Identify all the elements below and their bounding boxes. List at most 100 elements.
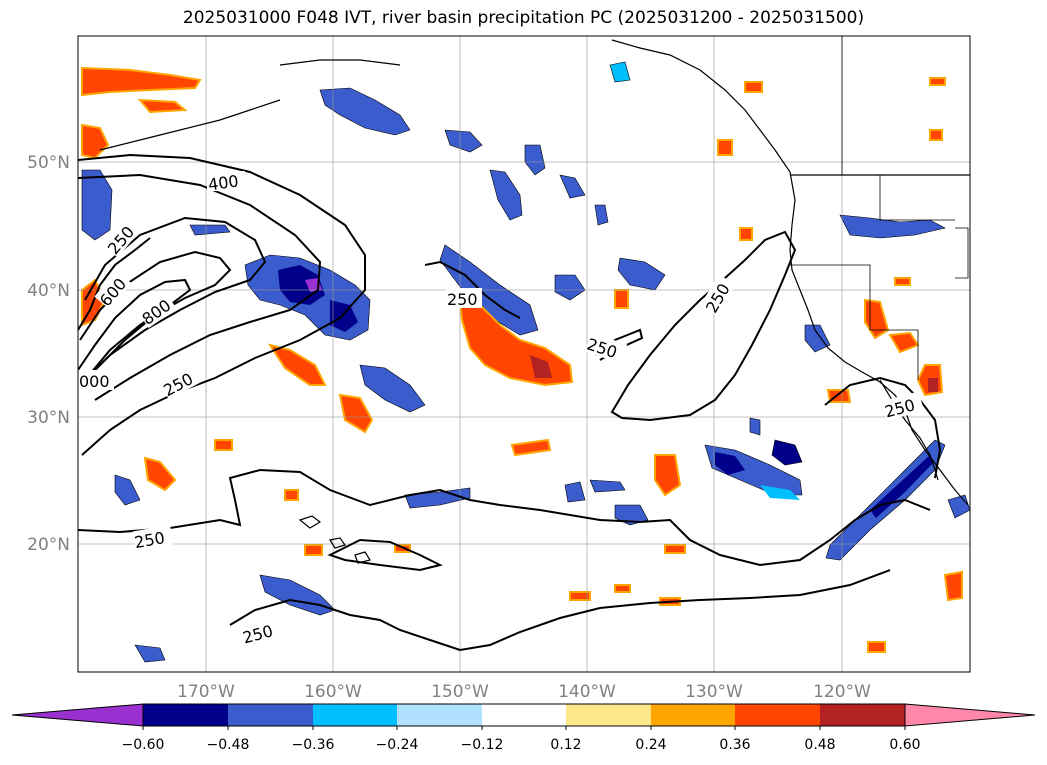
neg-blob xyxy=(259,574,336,616)
colorbar-tick-label: 0.48 xyxy=(804,737,835,753)
lon-label: 120°W xyxy=(813,682,871,702)
contour-label-250: 250 xyxy=(585,335,620,363)
map-frame xyxy=(77,35,971,673)
contour-label-250: 250 xyxy=(883,395,917,421)
contour-label-400: 400 xyxy=(207,171,240,194)
pos-blob xyxy=(569,591,591,601)
neg-blob xyxy=(134,644,166,663)
longitude-labels: 170°W 160°W 150°W 140°W 130°W 120°W xyxy=(177,682,871,702)
hawaii-islands xyxy=(298,515,371,564)
us-inner-border xyxy=(879,175,955,221)
colorbar-bin xyxy=(143,704,228,726)
colorbar-tick-label: 0.60 xyxy=(889,737,920,753)
colorbar-bin xyxy=(397,704,482,726)
pos-blob xyxy=(510,438,552,457)
colorbar-tick-label: −0.36 xyxy=(292,737,335,753)
colorbar-tick-label: −0.60 xyxy=(122,737,165,753)
pos-blob xyxy=(943,570,963,602)
lon-label: 130°W xyxy=(685,682,743,702)
precip-positive-blobs xyxy=(81,66,963,653)
pos-blob xyxy=(81,123,110,160)
neg-blob xyxy=(564,481,586,503)
colorbar-bin xyxy=(566,704,651,726)
lon-label: 170°W xyxy=(177,682,235,702)
neg-blob xyxy=(804,324,831,353)
colorbar-bin xyxy=(651,704,735,726)
na-west-coast xyxy=(611,39,969,506)
graticule xyxy=(78,36,970,672)
colorbar-tick-label: −0.48 xyxy=(207,737,250,753)
pos-blob xyxy=(143,456,177,492)
neg-blob xyxy=(444,129,483,153)
colorbar-tick-label: 0.36 xyxy=(719,737,750,753)
ivt-contour-1000 xyxy=(78,278,192,381)
neg-blob xyxy=(947,494,970,519)
pos-blob xyxy=(894,277,911,286)
neg-blob xyxy=(559,174,586,199)
latitude-labels: 50°N 40°N 30°N 20°N xyxy=(27,153,70,555)
pos-blob xyxy=(867,641,886,653)
contour-label-1000: 000 xyxy=(79,372,110,391)
ivt-contour-250-c xyxy=(424,260,521,319)
colorbar-tick-label: 0.12 xyxy=(550,737,581,753)
figure-title: 2025031000 F048 IVT, river basin precipi… xyxy=(182,8,865,28)
pos-blob xyxy=(81,66,202,97)
pos-blob xyxy=(338,393,374,434)
pos-blob xyxy=(664,544,686,554)
colorbar-bin xyxy=(228,704,313,726)
pos-blob xyxy=(929,77,946,86)
neg-blob xyxy=(114,474,141,506)
ivt-contour-250-f xyxy=(824,376,942,479)
alaska-coast xyxy=(279,59,401,66)
colorbar-bin xyxy=(482,704,566,726)
colorbar-tick-label: −0.12 xyxy=(461,737,504,753)
pos-blob xyxy=(654,454,682,497)
contour-label-250: 250 xyxy=(133,528,166,552)
neg-blob xyxy=(524,144,546,176)
pos-blob xyxy=(744,81,763,93)
us-states-borders xyxy=(790,264,919,380)
colorbar-tick-label: −0.24 xyxy=(376,737,419,753)
lat-label: 50°N xyxy=(27,153,70,173)
contour-label-250: 250 xyxy=(241,621,275,647)
colorbar-bin xyxy=(313,704,397,726)
pos-blob xyxy=(739,227,753,241)
lon-label: 140°W xyxy=(558,682,616,702)
contour-labels: 400 250 600 800 000 250 250 250 250 250 … xyxy=(78,171,924,648)
map-panel xyxy=(78,36,970,672)
neg-blob xyxy=(189,224,231,236)
colorbar-extend-min xyxy=(11,703,144,727)
colorbar-bin xyxy=(820,704,905,726)
neg-blob xyxy=(554,274,586,301)
pos-blob xyxy=(530,355,552,378)
neg-blob xyxy=(594,204,609,226)
neg-blob xyxy=(489,169,523,221)
pos-blob xyxy=(614,289,629,309)
ivt-contour-600 xyxy=(84,216,267,381)
neg-blob xyxy=(870,455,934,518)
neg-blob xyxy=(609,61,631,83)
neg-blob xyxy=(839,214,946,239)
pos-blob xyxy=(717,139,733,156)
ivt-contour-250-d xyxy=(610,230,797,422)
pos-blob xyxy=(137,98,188,114)
neg-blob xyxy=(404,487,471,509)
pos-blob xyxy=(928,378,938,392)
neg-blob xyxy=(319,87,411,136)
pos-blob xyxy=(864,298,890,340)
contour-label-250: 250 xyxy=(447,290,478,309)
colorbar-tick-label: 0.24 xyxy=(635,737,666,753)
lat-label: 30°N xyxy=(27,408,70,428)
us-nevada-border xyxy=(955,227,969,279)
colorbar-extend-max xyxy=(904,703,1036,727)
neg-blob xyxy=(715,452,745,475)
colorbar: −0.60 −0.48 −0.36 −0.24 −0.12 0.12 0.24 … xyxy=(11,703,1036,753)
lat-label: 40°N xyxy=(27,281,70,301)
lat-label: 20°N xyxy=(27,535,70,555)
pos-blob xyxy=(284,489,299,501)
pos-blob xyxy=(888,331,920,354)
ivt-contour-250-inner xyxy=(78,237,151,331)
lon-label: 160°W xyxy=(304,682,362,702)
coastlines xyxy=(99,36,970,506)
neg-blob xyxy=(278,265,325,305)
